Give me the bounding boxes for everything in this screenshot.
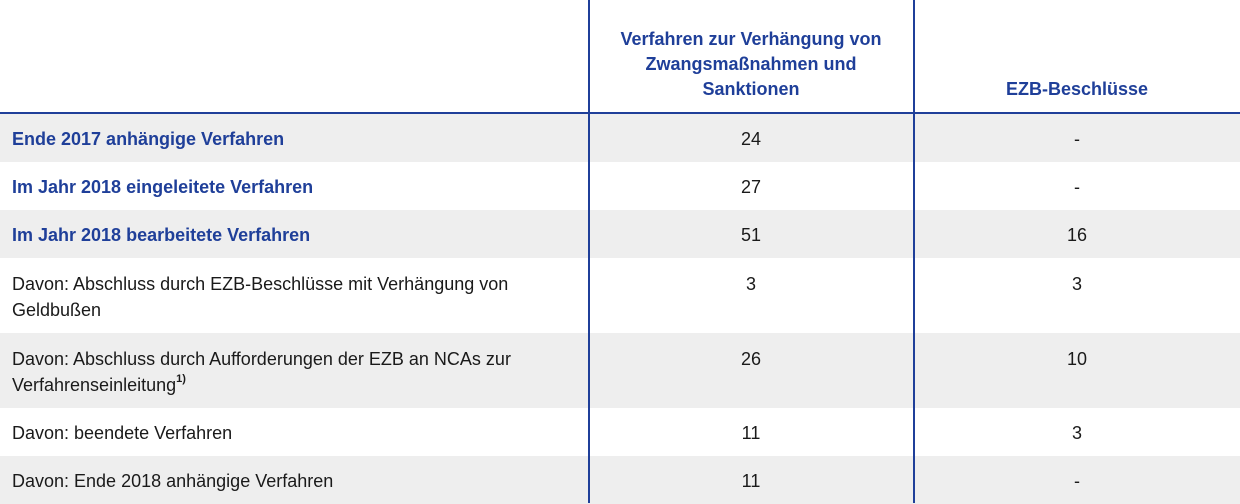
row-value-proceedings: 11 [741,423,761,443]
column-divider-2 [913,0,915,503]
row-value-decisions: 16 [914,210,1240,258]
row-value-decisions: - [914,113,1240,162]
row-value-proceedings: 26 [588,333,914,408]
table-row: Davon: beendete Verfahren 11 3 [0,408,1240,456]
row-value-decisions: 3 [1071,423,1082,443]
table-row: Im Jahr 2018 bearbeitete Verfahren 51 16 [0,210,1240,258]
row-value-decisions: 3 [1071,274,1082,294]
row-label: Davon: beendete Verfahren [12,423,233,443]
table-row: Davon: Abschluss durch EZB-Beschlüsse mi… [0,258,1240,333]
row-label-text: Davon: Abschluss durch Aufforderungen de… [12,349,511,395]
row-value-proceedings: 27 [740,177,762,197]
row-value-proceedings: 51 [588,210,914,258]
table-row: Davon: Abschluss durch Aufforderungen de… [0,333,1240,408]
table-row: Ende 2017 anhängige Verfahren 24 - [0,113,1240,162]
row-label: Im Jahr 2018 eingeleitete Verfahren [12,177,314,197]
row-label: Davon: Abschluss durch EZB-Beschlüsse mi… [12,274,509,320]
row-label: Davon: Abschluss durch Aufforderungen de… [0,333,588,408]
row-label: Im Jahr 2018 bearbeitete Verfahren [0,210,588,258]
table-header-row: Verfahren zur Verhängung von Zwangsmaßna… [0,0,1240,114]
row-value-decisions: - [1074,177,1080,197]
table-row: Davon: Ende 2018 anhängige Verfahren 11 … [0,456,1240,504]
row-value-decisions: - [914,456,1240,504]
column-divider-1 [588,0,590,503]
header-ecb-decisions: EZB-Beschlüsse [914,0,1240,114]
footnote-marker: 1) [176,373,186,385]
row-value-proceedings: 24 [588,113,914,162]
row-label: Davon: Ende 2018 anhängige Verfahren [0,456,588,504]
header-sanctions-proceedings: Verfahren zur Verhängung von Zwangsmaßna… [588,0,914,114]
row-label: Ende 2017 anhängige Verfahren [0,113,588,162]
row-value-decisions: 10 [914,333,1240,408]
row-value-proceedings: 3 [745,274,756,294]
header-blank [0,0,588,114]
row-value-proceedings: 11 [588,456,914,504]
table-row: Im Jahr 2018 eingeleitete Verfahren 27 - [0,162,1240,210]
